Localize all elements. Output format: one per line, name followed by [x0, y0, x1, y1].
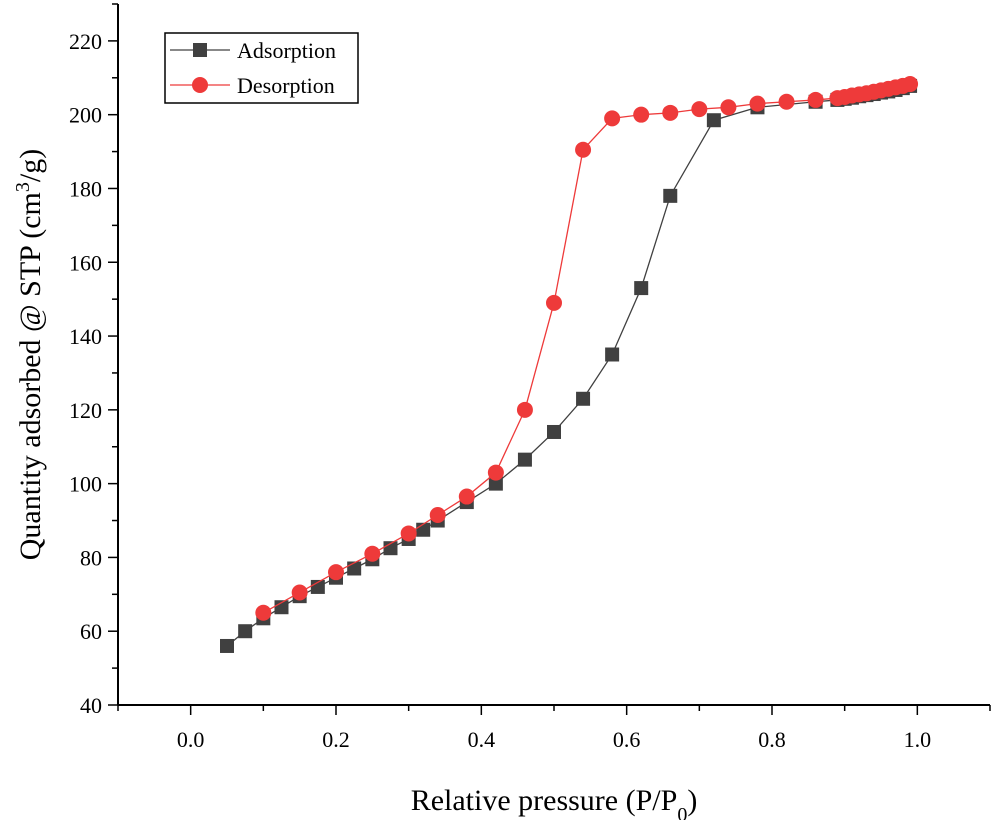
x-tick-label: 0.6 [613, 727, 641, 752]
y-tick-label: 40 [80, 693, 102, 718]
legend-marker-adsorption [193, 43, 207, 57]
adsorption-point [605, 347, 620, 362]
desorption-point [902, 76, 919, 93]
adsorption-point [238, 624, 253, 639]
series-adsorption [220, 78, 918, 653]
y-tick-label: 160 [69, 250, 102, 275]
series-layer [220, 76, 919, 653]
adsorption-point [634, 281, 649, 296]
adsorption-point [547, 424, 561, 439]
x-axis-title: Relative pressure (P/P0) [411, 784, 698, 820]
legend-marker-desorption [192, 77, 208, 93]
series-desorption [255, 76, 919, 621]
desorption-point [575, 141, 592, 158]
y-tick-label: 120 [69, 398, 102, 423]
desorption-point [364, 545, 381, 562]
series-line-adsorption [226, 85, 911, 647]
series-line-desorption [263, 83, 911, 614]
desorption-point [255, 604, 272, 621]
legend-label-desorption: Desorption [237, 73, 335, 98]
adsorption-point [310, 579, 325, 594]
axis-titles: Relative pressure (P/P0) Quantity adsorbe… [12, 149, 697, 820]
x-tick-label: 0.2 [322, 727, 350, 752]
desorption-point [328, 564, 344, 581]
desorption-point [807, 91, 824, 108]
axes: 0.0 0.2 0.4 0.6 0.8 1.0 40 60 80 100 120 140 160 180 2… [69, 3, 991, 752]
desorption-point [720, 99, 737, 116]
adsorption-point [576, 391, 591, 406]
adsorption-point [220, 638, 234, 653]
desorption-point [633, 106, 650, 123]
x-tick-label: 0.0 [177, 727, 205, 752]
desorption-point [516, 401, 533, 418]
x-tick-label: 0.8 [758, 727, 786, 752]
y-tick-label: 200 [69, 103, 102, 128]
y-tick-label: 180 [69, 176, 102, 201]
y-tick-label: 60 [80, 619, 102, 644]
adsorption-point [488, 476, 503, 491]
desorption-point [291, 584, 308, 601]
desorption-point [691, 101, 708, 118]
desorption-point [662, 104, 679, 121]
legend: Adsorption Desorption [164, 32, 359, 104]
y-tick-label: 100 [69, 472, 102, 497]
desorption-point [487, 464, 504, 481]
adsorption-point [663, 188, 678, 203]
x-tick-label: 0.4 [468, 727, 496, 752]
adsorption-point [383, 541, 398, 556]
adsorption-point [517, 452, 532, 467]
y-tick-label: 220 [69, 29, 102, 54]
desorption-point [400, 525, 417, 542]
desorption-point [429, 506, 446, 523]
desorption-point [749, 95, 766, 112]
desorption-point [458, 488, 475, 505]
y-tick-label: 80 [80, 545, 102, 570]
legend-label-adsorption: Adsorption [237, 38, 336, 63]
desorption-point [778, 93, 795, 110]
desorption-point [604, 110, 621, 127]
x-tick-label: 1.0 [904, 727, 932, 752]
y-tick-label: 140 [69, 324, 102, 349]
adsorption-point [706, 113, 721, 128]
desorption-point [546, 294, 562, 311]
adsorption-point [274, 600, 289, 615]
y-axis-title: Quantity adsorbed @ STP (cm3/g) [12, 149, 47, 560]
